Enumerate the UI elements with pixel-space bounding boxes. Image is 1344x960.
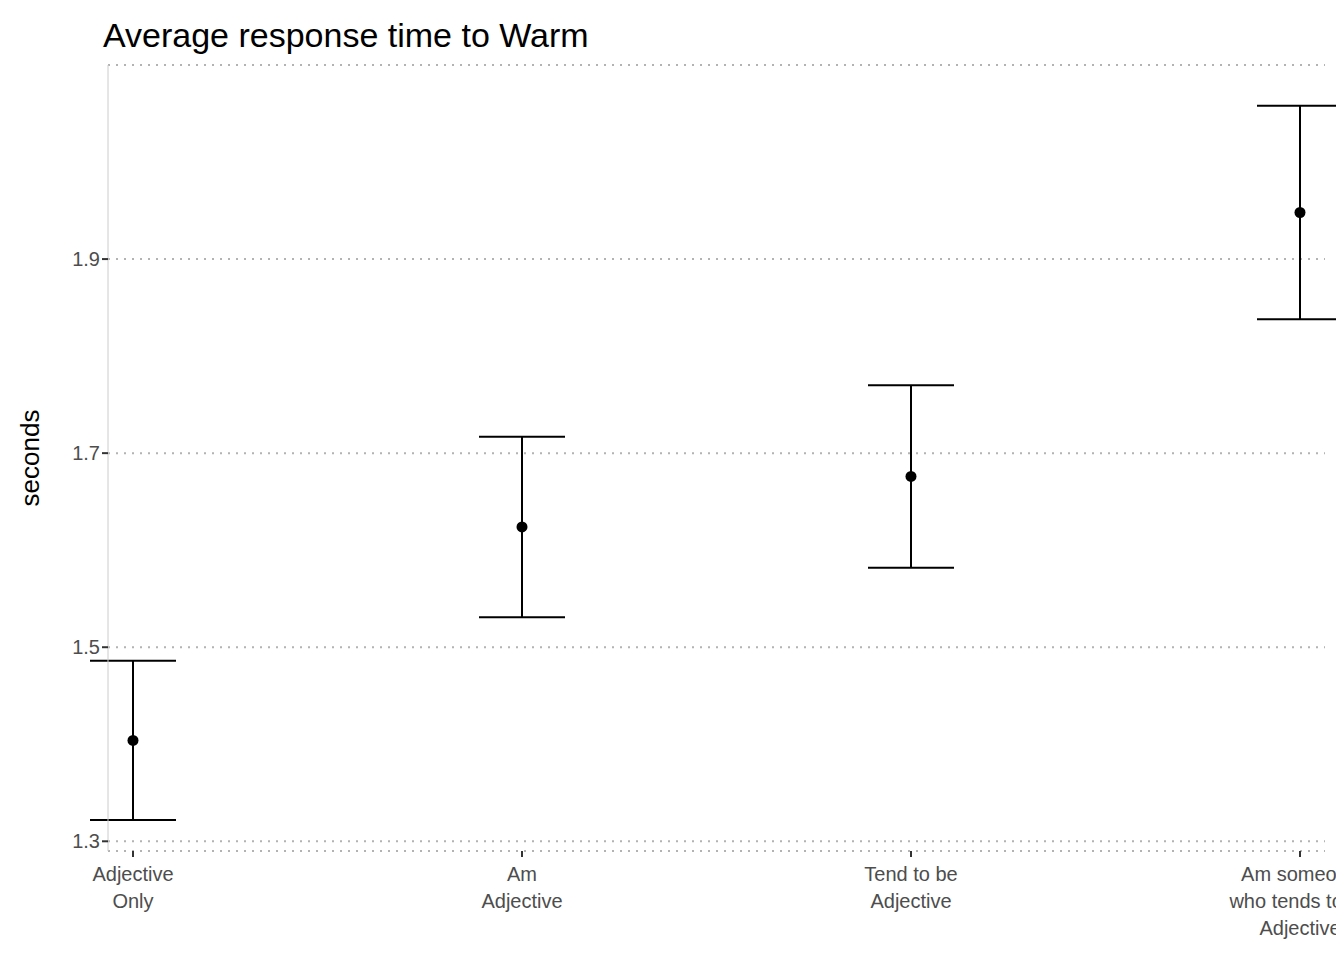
svg-text:1.3: 1.3 [72,830,100,852]
html-text:seconds: seconds [14,409,45,507]
svg-text:1.5: 1.5 [72,636,100,658]
html-text:Average response time to Warm: Average response time to Warm [103,16,589,54]
svg-text:1.9: 1.9 [72,248,100,270]
svg-text:Tend to beAdjective: Tend to beAdjective [864,863,957,912]
svg-text:1.7: 1.7 [72,442,100,464]
svg-text:Am someonewho tends to beAdjec: Am someonewho tends to beAdjective [1228,863,1336,939]
svg-text:AdjectiveOnly: AdjectiveOnly [92,863,173,912]
svg-text:AmAdjective: AmAdjective [481,863,562,912]
